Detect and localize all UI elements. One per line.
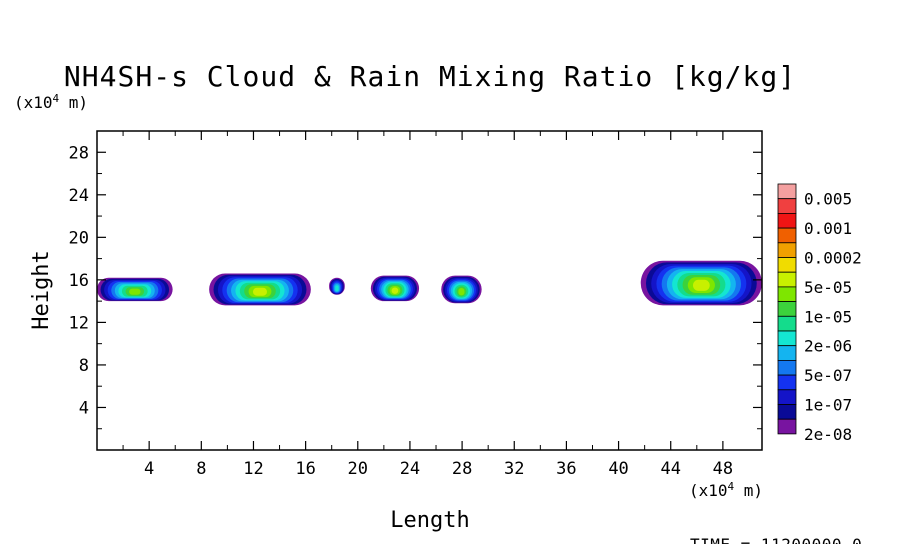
colorbar-swatch-2 xyxy=(777,212,797,229)
colorbar-swatch-16 xyxy=(777,418,797,435)
cloud-1-contour-10 xyxy=(252,287,268,296)
y-tick-label-0: 4 xyxy=(79,398,89,418)
y-tick-label-2: 12 xyxy=(69,313,89,333)
y-axis-label: Height xyxy=(29,250,54,329)
colorbar-swatch-7 xyxy=(777,286,797,302)
cloud-3-contour-10 xyxy=(391,287,399,294)
x-axis-label: Length xyxy=(390,508,469,533)
colorbar-swatch-1 xyxy=(777,198,797,214)
cloud-3 xyxy=(370,275,420,302)
y-tick-label-4: 20 xyxy=(69,228,89,248)
colorbar-legend: 0.005 0.001 0.0002 5e-05 1e-05 2e-06 5e-07 1e-0… xyxy=(777,183,862,444)
x-tick-label-11: 48 xyxy=(713,459,733,479)
cloud-2 xyxy=(329,277,345,295)
cloud-5 xyxy=(640,260,762,306)
time-label: TIME = 11200000.0 xyxy=(690,535,862,544)
colorbar-label-8: 2e-08 xyxy=(804,425,852,444)
x-tick-label-0: 4 xyxy=(144,459,154,479)
colorbar-label-4: 1e-05 xyxy=(804,307,852,326)
cloud-0 xyxy=(97,277,173,302)
x-tick-label-6: 28 xyxy=(452,459,472,479)
x-tick-label-7: 32 xyxy=(504,459,524,479)
y-unit-label: (x104 m) xyxy=(14,92,88,112)
cloud-0-contour-9 xyxy=(129,288,141,295)
colorbar-swatch-12 xyxy=(777,359,797,376)
colorbar-swatch-9 xyxy=(777,315,797,332)
x-tick-label-8: 36 xyxy=(556,459,576,479)
cloud-5-contour-10 xyxy=(693,279,710,291)
x-tick-label-3: 16 xyxy=(295,459,315,479)
colorbar-swatch-6 xyxy=(777,271,797,288)
cloud-4 xyxy=(441,275,482,304)
colorbar-swatch-8 xyxy=(777,301,797,317)
colorbar-swatch-10 xyxy=(777,330,797,347)
colorbar-label-1: 0.001 xyxy=(804,219,852,238)
cloud-1 xyxy=(209,273,311,306)
x-tick-label-4: 20 xyxy=(348,459,368,479)
colorbar-label-3: 5e-05 xyxy=(804,278,852,297)
cloud-4-contour-9 xyxy=(458,288,465,296)
y-tick-label-5: 24 xyxy=(69,186,89,206)
x-tick-label-5: 24 xyxy=(400,459,420,479)
x-tick-label-9: 40 xyxy=(608,459,628,479)
x-unit-label: (x104 m) xyxy=(689,480,763,500)
x-tick-label-2: 12 xyxy=(243,459,263,479)
x-tick-label-10: 44 xyxy=(660,459,680,479)
colorbar-swatch-11 xyxy=(777,345,797,361)
colorbar-swatch-5 xyxy=(777,257,797,273)
colorbar-swatch-15 xyxy=(777,404,797,420)
colorbar-swatch-3 xyxy=(777,227,797,244)
x-tick-label-1: 8 xyxy=(196,459,206,479)
y-tick-label-6: 28 xyxy=(69,143,89,163)
chart-title: NH4SH-s Cloud & Rain Mixing Ratio [kg/kg… xyxy=(64,60,796,93)
colorbar-label-0: 0.005 xyxy=(804,190,852,209)
colorbar-swatch-14 xyxy=(777,389,797,405)
colorbar-label-7: 1e-07 xyxy=(804,396,852,415)
cloud-layer xyxy=(97,260,762,306)
plot-frame xyxy=(96,130,763,451)
colorbar-label-2: 0.0002 xyxy=(804,249,862,268)
colorbar-label-5: 2e-06 xyxy=(804,337,852,356)
y-tick-label-3: 16 xyxy=(69,271,89,291)
colorbar-swatch-4 xyxy=(777,242,797,258)
colorbar-label-6: 5e-07 xyxy=(804,366,852,385)
cloud-2-contour-6 xyxy=(335,285,339,292)
colorbar-swatch-13 xyxy=(777,374,797,391)
y-tick-label-1: 8 xyxy=(79,356,89,376)
colorbar-swatch-0 xyxy=(777,183,797,200)
